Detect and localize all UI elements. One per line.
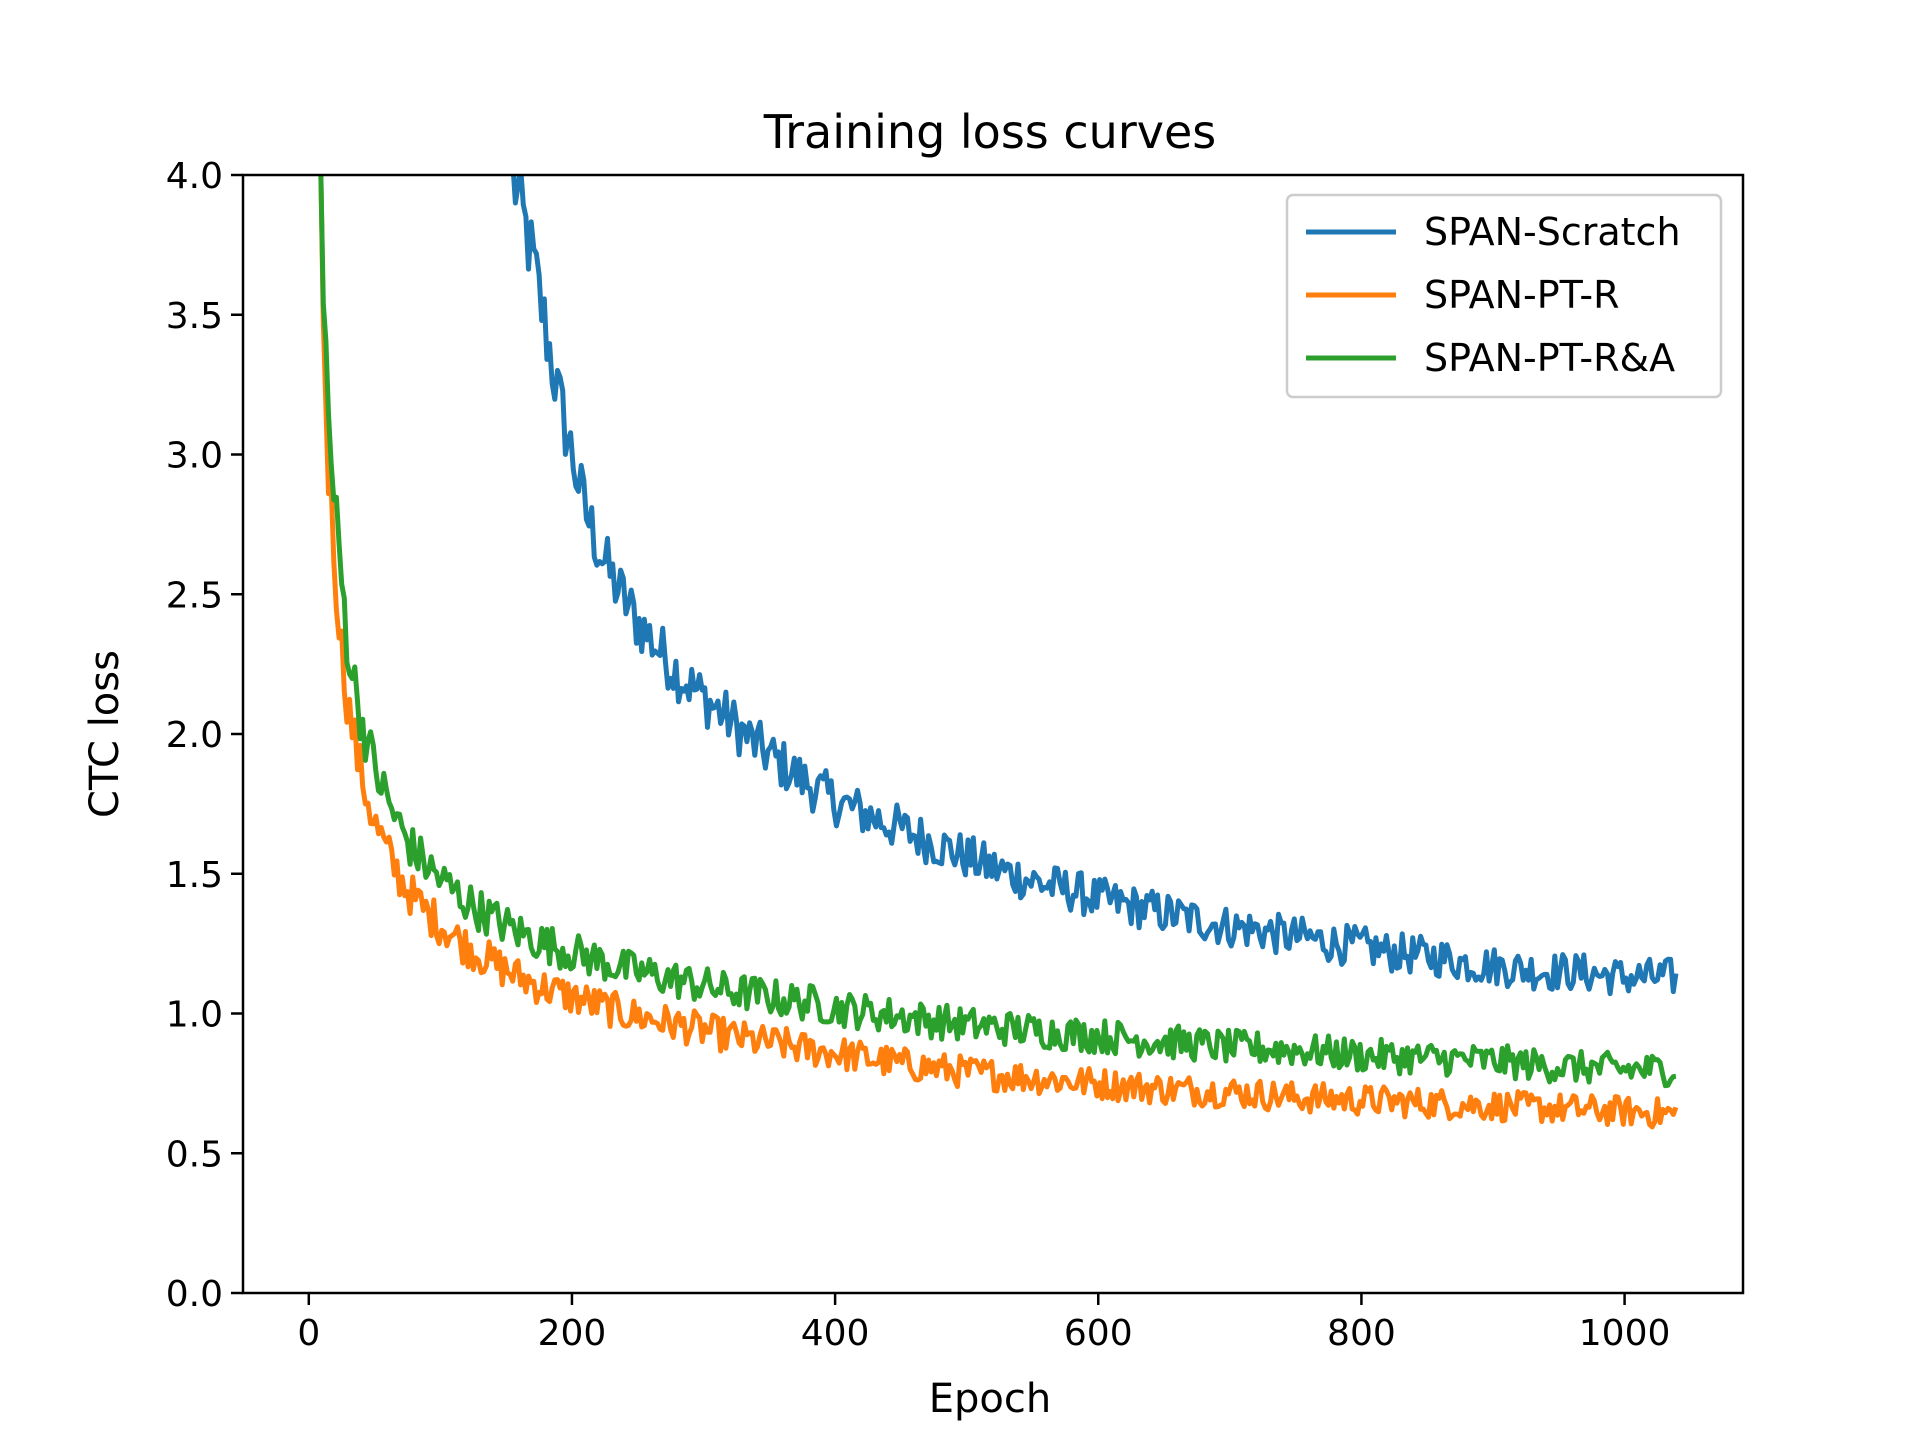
y-tick-label: 0.5 [166,1134,223,1175]
x-tick-label: 800 [1327,1313,1396,1354]
y-tick-label: 3.5 [166,296,223,337]
x-axis: 0 200 400 600 800 1000 [297,1293,1670,1354]
legend-label-span-scratch: SPAN-Scratch [1424,210,1681,254]
series-line-span-pt-r-a [318,175,1677,1089]
legend-box [1285,193,1723,399]
legend: SPAN-Scratch SPAN-PT-R SPAN-PT-R&A [1285,193,1723,399]
legend-label-span-pt-r-a: SPAN-PT-R&A [1424,336,1675,380]
x-tick-label: 1000 [1579,1313,1671,1354]
series-lines [318,175,1679,1130]
x-axis-label: Epoch [929,1376,1051,1422]
y-tick-label: 1.0 [166,995,223,1036]
y-tick-label: 2.0 [166,715,223,756]
x-tick-label: 0 [297,1313,320,1354]
series-line-span-scratch [511,175,1679,997]
series-line-span-pt-r [318,175,1679,1130]
chart-title: Training loss curves [763,105,1216,159]
x-tick-label: 200 [538,1313,607,1354]
y-tick-label: 3.0 [166,436,223,477]
y-tick-label: 0.0 [166,1274,223,1315]
y-tick-label: 4.0 [166,156,223,197]
x-tick-label: 600 [1064,1313,1133,1354]
y-axis-label: CTC loss [82,650,128,818]
y-axis: 0.0 0.5 1.0 1.5 2.0 2.5 3.0 3.5 4.0 [166,156,243,1315]
y-tick-label: 2.5 [166,575,223,616]
x-tick-label: 400 [801,1313,870,1354]
y-tick-label: 1.5 [166,855,223,896]
legend-label-span-pt-r: SPAN-PT-R [1424,273,1620,317]
